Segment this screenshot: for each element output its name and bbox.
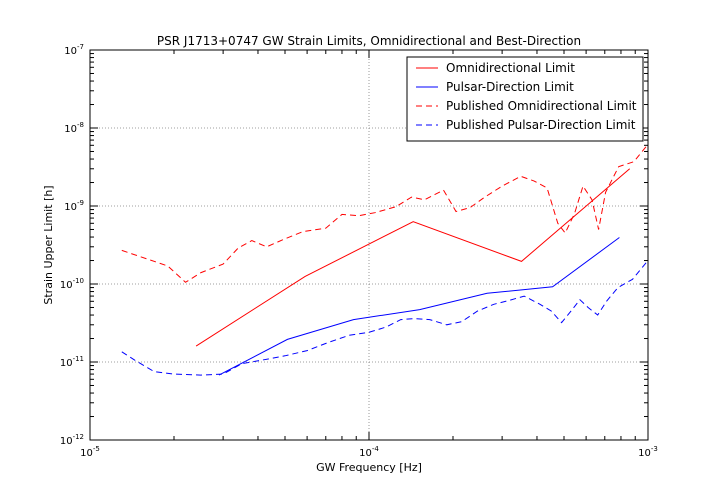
y-tick-label: 10-10 xyxy=(60,277,84,291)
series-line-3 xyxy=(121,143,649,283)
y-tick-base: 10 xyxy=(60,358,73,369)
series-line-4 xyxy=(121,260,649,376)
y-tick-label: 10-11 xyxy=(60,355,84,369)
legend-box xyxy=(406,56,644,142)
y-tick-base: 10 xyxy=(64,46,77,57)
chart-title: PSR J1713+0747 GW Strain Limits, Omnidir… xyxy=(157,34,581,48)
y-tick-exponent: -12 xyxy=(73,433,84,441)
y-tick-base: 10 xyxy=(60,436,73,447)
y-tick-base: 10 xyxy=(64,202,77,213)
x-tick-label: 10-3 xyxy=(638,445,658,459)
series-line-1 xyxy=(195,168,631,347)
x-tick-exponent: -3 xyxy=(651,445,658,453)
legend-label: Omnidirectional Limit xyxy=(446,61,575,75)
y-tick-base: 10 xyxy=(64,124,77,135)
y-axis-label: Strain Upper Limit [h] xyxy=(42,185,55,304)
x-tick-base: 10 xyxy=(80,448,93,459)
y-tick-exponent: -7 xyxy=(77,43,84,51)
axis-ticks xyxy=(89,49,649,441)
x-tick-base: 10 xyxy=(638,448,651,459)
legend-label: Published Omnidirectional Limit xyxy=(446,99,637,113)
y-tick-base: 10 xyxy=(60,280,73,291)
x-tick-base: 10 xyxy=(359,448,372,459)
y-tick-exponent: -8 xyxy=(77,121,84,129)
legend: Omnidirectional Limit Pulsar-Direction Li… xyxy=(406,56,644,142)
legend-label: Published Pulsar-Direction Limit xyxy=(446,118,636,132)
y-tick-exponent: -11 xyxy=(73,355,84,363)
series-layer xyxy=(121,143,649,376)
y-tick-label: 10-9 xyxy=(64,199,84,213)
grid-lines xyxy=(90,50,648,440)
y-tick-exponent: -9 xyxy=(77,199,84,207)
y-tick-label: 10-12 xyxy=(60,433,84,447)
x-tick-label: 10-5 xyxy=(80,445,100,459)
y-tick-exponent: -10 xyxy=(73,277,84,285)
legend-label: Pulsar-Direction Limit xyxy=(446,80,574,94)
y-tick-label: 10-8 xyxy=(64,121,84,135)
x-tick-label: 10-4 xyxy=(359,445,379,459)
y-tick-label: 10-7 xyxy=(64,43,84,57)
x-axis-label: GW Frequency [Hz] xyxy=(316,461,422,474)
series-line-2 xyxy=(218,237,620,376)
x-tick-exponent: -4 xyxy=(372,445,380,453)
x-tick-exponent: -5 xyxy=(93,445,100,453)
